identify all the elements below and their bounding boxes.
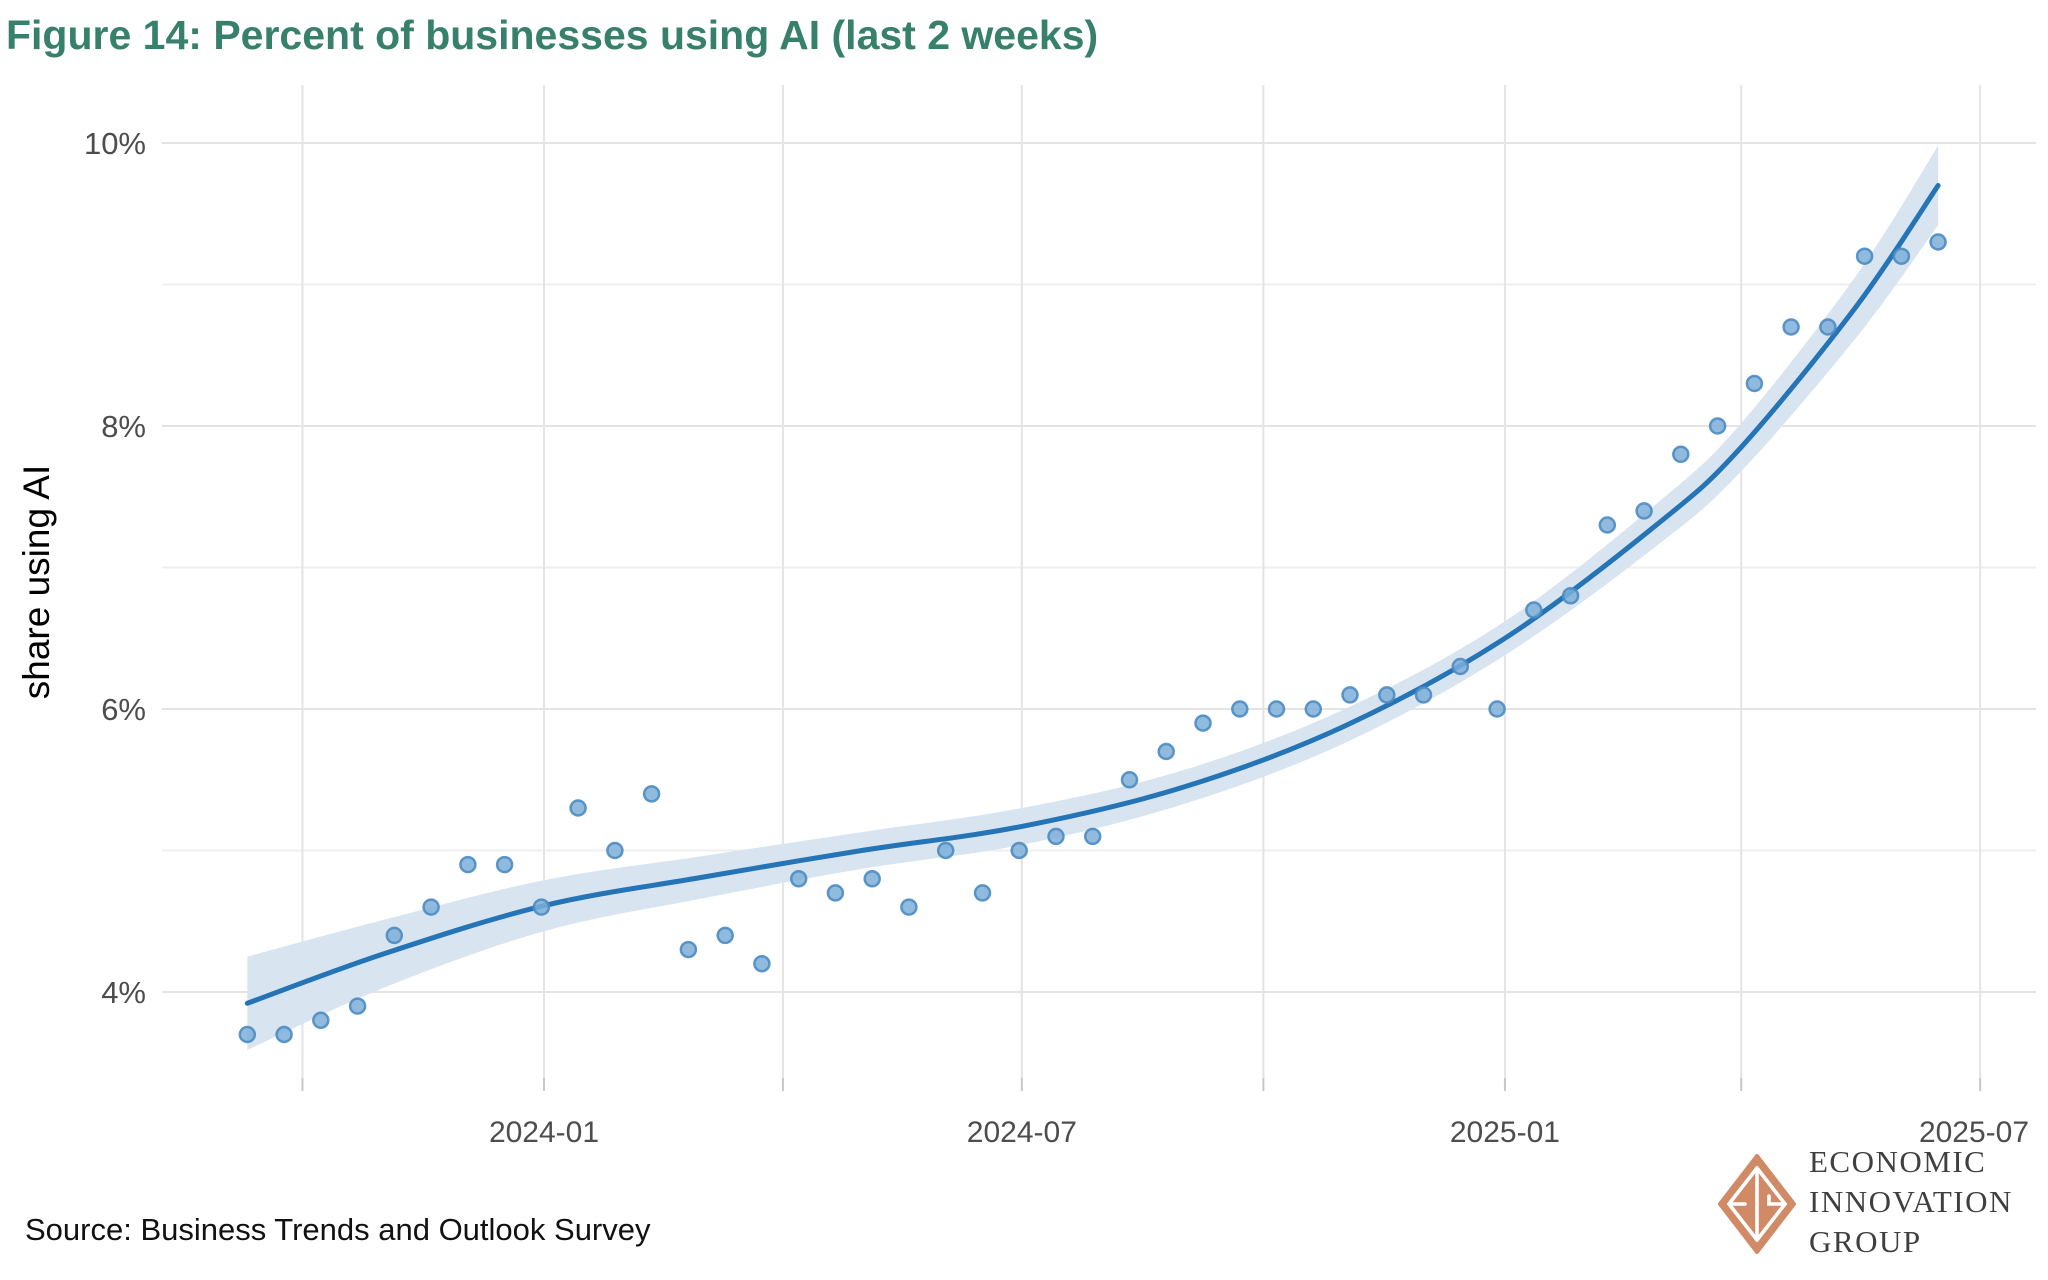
data-point <box>1378 686 1396 704</box>
data-point <box>716 926 734 945</box>
data-point <box>569 799 587 817</box>
eig-logo-text: ECONOMIC INNOVATION GROUP <box>1809 1142 2013 1262</box>
data-point <box>1047 827 1065 846</box>
y-tick-label: 6% <box>101 692 146 727</box>
data-point <box>863 870 881 888</box>
data-point <box>606 841 624 860</box>
data-point <box>1341 686 1359 704</box>
data-point <box>1414 686 1433 704</box>
x-tick-label: 2024-01 <box>489 1116 599 1149</box>
data-point <box>1010 841 1028 860</box>
data-point <box>1819 318 1837 336</box>
data-point <box>1892 247 1911 265</box>
data-point <box>900 898 918 916</box>
eig-logo-text-line: INNOVATION <box>1809 1184 2013 1219</box>
page-title: Figure 14: Percent of businesses using A… <box>6 12 1099 58</box>
data-point <box>312 1011 330 1030</box>
data-point <box>1194 714 1212 732</box>
data-point <box>1525 601 1543 619</box>
data-point <box>1782 318 1800 336</box>
data-point <box>348 997 367 1015</box>
data-point <box>789 870 808 888</box>
data-point <box>1231 700 1249 718</box>
data-point <box>1120 771 1139 789</box>
data-point <box>422 898 440 916</box>
data-point <box>826 884 845 902</box>
data-point <box>1267 700 1286 718</box>
y-tick-label: 8% <box>101 409 146 444</box>
data-point <box>1451 657 1470 676</box>
x-tick-label: 2025-07 <box>1919 1116 2029 1149</box>
data-point <box>1157 742 1175 761</box>
data-point <box>238 1025 257 1044</box>
eig-diamond-icon <box>1718 1154 1796 1254</box>
eig-logo-text-line: ECONOMIC <box>1809 1144 1987 1179</box>
data-point <box>1929 233 1947 251</box>
data-point <box>642 785 661 803</box>
data-point <box>1635 502 1653 520</box>
y-tick-label: 10% <box>84 126 146 161</box>
data-point <box>973 884 992 902</box>
data-point <box>1083 827 1102 846</box>
data-point <box>459 855 477 874</box>
data-point <box>1855 247 1874 265</box>
y-tick-label: 4% <box>101 975 146 1010</box>
data-point <box>275 1025 293 1044</box>
trend-line <box>244 183 1941 1006</box>
data-point <box>495 855 514 874</box>
data-point <box>1745 374 1764 393</box>
data-point <box>1598 516 1617 534</box>
data-point <box>1304 700 1323 718</box>
data-point <box>385 926 404 945</box>
eig-logo-text-line: GROUP <box>1809 1224 1922 1259</box>
data-point <box>936 841 955 860</box>
source-note: Source: Business Trends and Outlook Surv… <box>25 1212 651 1247</box>
data-point <box>1488 700 1506 718</box>
data-point <box>1561 587 1580 605</box>
data-point <box>679 940 698 959</box>
confidence-band <box>247 145 1939 1051</box>
x-tick-label: 2024-07 <box>967 1116 1077 1149</box>
data-point <box>1672 445 1690 464</box>
data-point <box>532 898 551 916</box>
x-tick-label: 2025-01 <box>1450 1116 1560 1149</box>
data-point <box>1708 417 1727 435</box>
data-point <box>753 954 771 973</box>
